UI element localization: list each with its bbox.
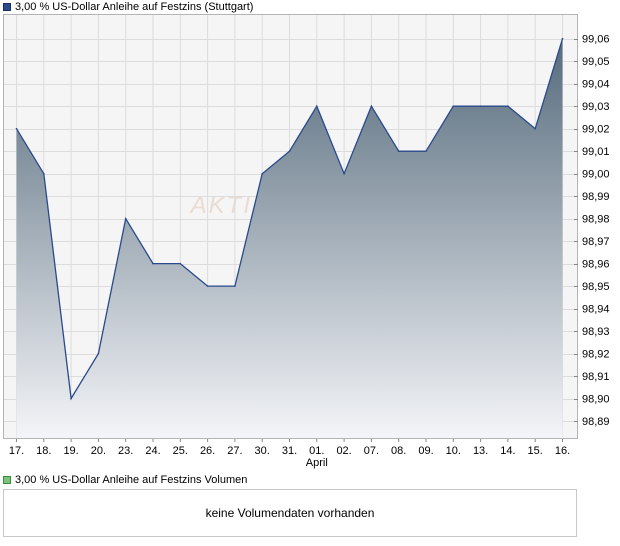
y-tick-label: 98,99 — [582, 191, 610, 203]
x-tick-label: 30. — [255, 445, 270, 457]
x-tick-label: 16. — [555, 445, 570, 457]
y-tick-label: 99,05 — [582, 56, 610, 68]
price-point — [534, 127, 536, 130]
price-point — [70, 397, 72, 400]
x-tick-label: 23. — [118, 445, 133, 457]
y-tick-label: 98,97 — [582, 236, 610, 248]
y-tick-label: 98,95 — [582, 281, 610, 293]
price-point — [425, 150, 427, 152]
price-point — [370, 105, 373, 107]
price-point — [124, 217, 127, 220]
x-tick-label: 31. — [282, 445, 297, 457]
x-tick-label: 09. — [418, 445, 433, 457]
price-point — [507, 105, 509, 107]
y-tick-label: 98,93 — [582, 326, 610, 338]
price-legend-swatch — [3, 3, 11, 11]
y-tick-label: 98,92 — [582, 349, 610, 361]
price-point — [316, 105, 318, 107]
price-legend: 3,00 % US-Dollar Anleihe auf Festzins (S… — [3, 0, 253, 14]
x-tick-label: 13. — [473, 445, 488, 457]
price-point — [206, 285, 209, 287]
x-tick-label: 20. — [91, 445, 106, 457]
price-point — [343, 172, 345, 175]
volume-legend-label: 3,00 % US-Dollar Anleihe auf Festzins Vo… — [15, 474, 248, 486]
price-point — [43, 172, 45, 175]
y-tick-label: 98,91 — [582, 371, 610, 383]
x-tick-label: 15. — [528, 445, 543, 457]
y-tick-label: 98,89 — [582, 416, 610, 428]
y-tick-label: 99,06 — [582, 34, 610, 46]
price-point — [261, 172, 264, 175]
x-tick-label: 02. — [336, 445, 351, 457]
y-tick-label: 99,00 — [582, 169, 610, 181]
x-tick-label: 01. — [309, 445, 324, 457]
y-tick-label: 98,96 — [582, 259, 610, 271]
price-legend-label: 3,00 % US-Dollar Anleihe auf Festzins (S… — [15, 1, 254, 13]
x-tick-label: 14. — [500, 445, 515, 457]
y-tick-label: 98,98 — [582, 214, 610, 226]
y-tick-label: 98,90 — [582, 394, 610, 406]
price-point — [288, 150, 291, 152]
price-point — [234, 285, 236, 287]
price-chart: AKTIEN98,8998,9098,9198,9298,9398,9498,9… — [3, 14, 610, 469]
plot-border — [3, 14, 578, 439]
x-tick-label: 08. — [391, 445, 406, 457]
price-point — [179, 262, 182, 265]
x-tick-label: 19. — [63, 445, 78, 457]
x-tick-label: 24. — [145, 445, 160, 457]
y-tick-label: 99,02 — [582, 124, 610, 136]
x-tick-label: 27. — [227, 445, 242, 457]
x-tick-label: 07. — [364, 445, 379, 457]
volume-panel: keine Volumendaten vorhanden — [3, 489, 577, 537]
volume-empty-message: keine Volumendaten vorhanden — [205, 506, 375, 520]
price-point — [97, 352, 100, 355]
y-tick-label: 98,94 — [582, 304, 610, 316]
y-tick-label: 99,03 — [582, 101, 610, 113]
x-tick-label: 18. — [36, 445, 51, 457]
x-month-label: April — [306, 457, 328, 469]
price-point — [561, 37, 564, 40]
volume-legend: 3,00 % US-Dollar Anleihe auf Festzins Vo… — [3, 473, 247, 487]
x-tick-label: 26. — [200, 445, 215, 457]
x-tick-label: 17. — [9, 445, 24, 457]
price-point — [15, 127, 18, 130]
price-point — [397, 150, 400, 152]
price-area — [16, 38, 563, 439]
price-point — [152, 262, 154, 265]
y-tick-label: 99,04 — [582, 79, 610, 91]
price-point — [479, 105, 482, 107]
volume-legend-swatch — [3, 476, 11, 484]
x-tick-label: 25. — [173, 445, 188, 457]
x-tick-label: 10. — [446, 445, 461, 457]
price-point — [452, 105, 455, 107]
y-tick-label: 99,01 — [582, 146, 610, 158]
